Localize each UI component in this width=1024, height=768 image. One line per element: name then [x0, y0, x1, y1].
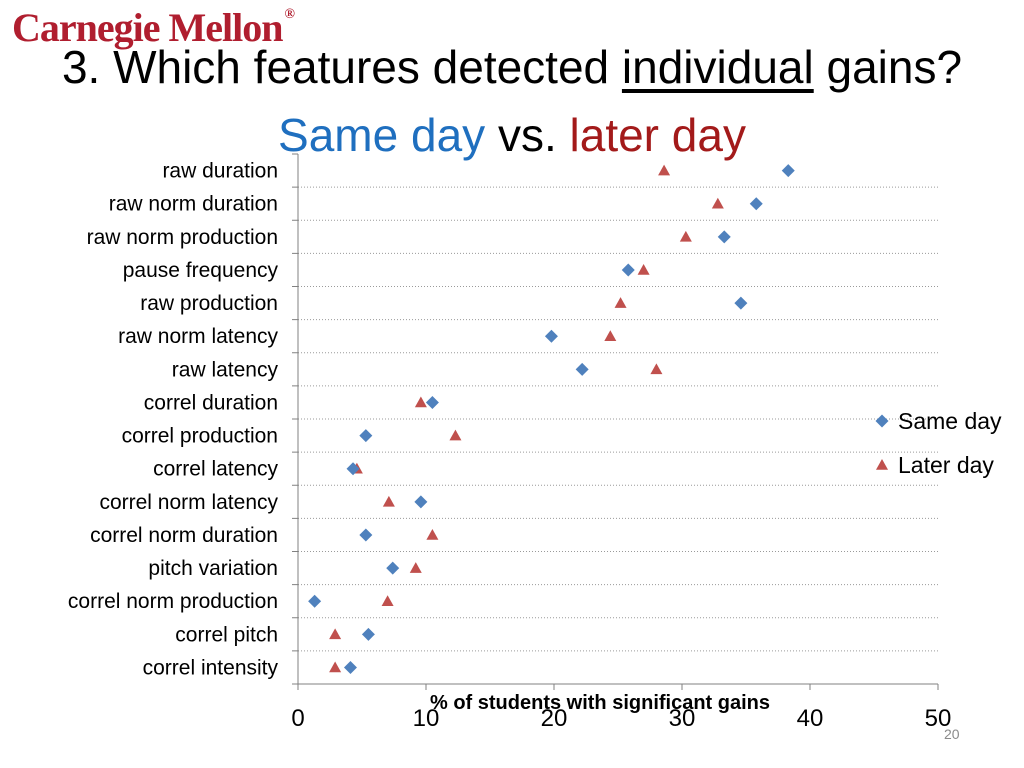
logo-registered-mark: ®: [284, 7, 296, 22]
title-underlined-word: individual: [621, 41, 814, 93]
subtitle-vs: vs.: [485, 109, 570, 161]
legend-label: Same day: [898, 408, 1002, 434]
category-label: correl norm duration: [90, 524, 278, 547]
carnegie-mellon-logo: Carnegie Mellon ®: [12, 5, 296, 50]
page-number: 20: [944, 726, 960, 742]
x-tick-label: 0: [291, 705, 304, 732]
category-label: correl latency: [153, 458, 278, 481]
legend-later-day-marker: [876, 459, 888, 470]
same-day-point: [386, 561, 400, 575]
chart-axes: [292, 153, 939, 690]
title-prefix: 3. Which features detected: [61, 41, 622, 93]
later-day-point: [650, 363, 663, 375]
subtitle-later-day: later day: [569, 109, 746, 161]
later-day-point: [449, 429, 462, 441]
x-tick-label: 30: [669, 705, 696, 732]
same-day-point: [346, 462, 360, 476]
same-day-point: [359, 528, 373, 542]
slide-subtitle: Same day vs. later day: [0, 112, 1024, 158]
category-label: raw norm latency: [118, 325, 278, 348]
same-day-point: [575, 362, 589, 376]
same-day-point: [425, 395, 439, 409]
category-label: raw production: [140, 292, 278, 315]
category-label: correl intensity: [143, 656, 279, 679]
category-label: correl production: [122, 425, 278, 448]
later-day-point: [658, 164, 671, 176]
later-day-point: [426, 528, 439, 540]
category-label: pitch variation: [148, 557, 278, 580]
later-day-point: [604, 330, 617, 341]
category-label: pause frequency: [123, 259, 279, 282]
x-tick-label: 40: [797, 705, 824, 732]
later-day-point: [409, 562, 422, 573]
x-tick-label: 50: [925, 705, 952, 732]
same-day-point: [781, 164, 795, 178]
category-label: correl pitch: [175, 623, 278, 646]
slide-title: 3. Which features detected individual ga…: [0, 44, 1024, 90]
same-day-point: [343, 660, 357, 674]
same-day-point: [621, 263, 635, 277]
later-day-point: [711, 197, 724, 209]
title-suffix: gains?: [813, 41, 963, 93]
category-label: raw norm duration: [109, 193, 278, 216]
category-label: correl norm production: [68, 590, 278, 613]
category-label: correl norm latency: [99, 491, 278, 514]
x-tick-label: 10: [413, 705, 440, 732]
later-day-point: [382, 495, 395, 507]
chart-legend: Same day Later day: [875, 408, 1002, 478]
same-day-point: [749, 197, 763, 211]
legend-label: Later day: [898, 452, 994, 478]
x-tick-label: 20: [541, 705, 568, 732]
legend-same-day-marker: [875, 414, 889, 428]
same-day-point: [717, 230, 731, 244]
category-labels: raw duration raw norm duration raw norm pr…: [68, 160, 279, 680]
category-label: correl duration: [144, 391, 278, 414]
later-day-point: [414, 396, 427, 408]
same-day-point: [359, 429, 373, 443]
category-label: raw latency: [172, 358, 279, 381]
logo-text: Carnegie Mellon: [12, 5, 283, 50]
x-tick-labels: 0 10 20 30 40 50: [291, 705, 951, 732]
same-day-point: [734, 296, 748, 310]
later-day-point: [614, 297, 627, 308]
data-points: [308, 164, 795, 674]
same-day-point: [414, 495, 428, 509]
same-day-point: [308, 594, 322, 608]
subtitle-same-day: Same day: [278, 109, 486, 161]
same-day-point: [361, 627, 375, 641]
later-day-point: [329, 661, 342, 673]
x-axis-label: % of students with significant gains: [430, 692, 770, 714]
category-label: raw norm production: [87, 226, 278, 249]
same-day-point: [544, 329, 558, 343]
later-day-point: [381, 595, 394, 606]
category-label: raw duration: [162, 160, 278, 183]
later-day-point: [679, 230, 692, 242]
chart-gridlines: [298, 186, 938, 652]
later-day-point: [637, 263, 650, 275]
later-day-point: [329, 628, 342, 640]
